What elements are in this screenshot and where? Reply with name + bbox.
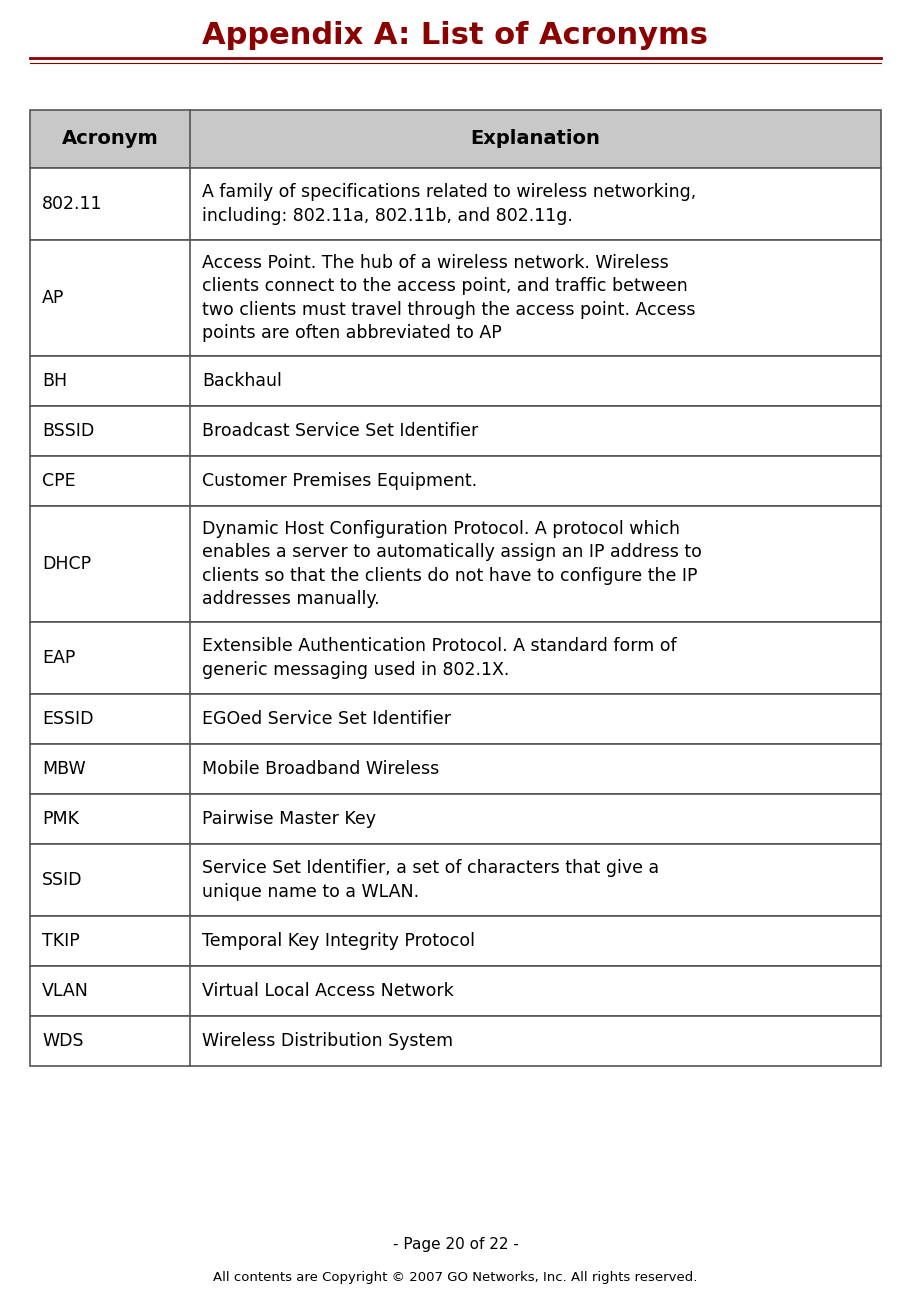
Text: AP: AP xyxy=(42,289,65,308)
Text: ESSID: ESSID xyxy=(42,709,94,728)
Text: Wireless Distribution System: Wireless Distribution System xyxy=(202,1031,453,1050)
Bar xyxy=(30,844,881,916)
Text: BSSID: BSSID xyxy=(42,421,94,440)
Bar xyxy=(30,1016,881,1066)
Bar xyxy=(30,622,881,694)
Text: Pairwise Master Key: Pairwise Master Key xyxy=(202,810,376,829)
Bar xyxy=(30,694,881,744)
Bar xyxy=(30,507,881,622)
Text: MBW: MBW xyxy=(42,761,86,778)
Text: SSID: SSID xyxy=(42,870,83,889)
Text: DHCP: DHCP xyxy=(42,555,91,573)
Bar xyxy=(30,356,881,406)
Text: EGOed Service Set Identifier: EGOed Service Set Identifier xyxy=(202,709,451,728)
Bar xyxy=(30,966,881,1016)
Text: VLAN: VLAN xyxy=(42,982,89,1000)
Text: 802.11: 802.11 xyxy=(42,195,103,213)
Text: Temporal Key Integrity Protocol: Temporal Key Integrity Protocol xyxy=(202,932,475,950)
Text: Appendix A: List of Acronyms: Appendix A: List of Acronyms xyxy=(202,21,709,51)
Text: WDS: WDS xyxy=(42,1031,84,1050)
Text: Access Point. The hub of a wireless network. Wireless
clients connect to the acc: Access Point. The hub of a wireless netw… xyxy=(202,254,695,342)
Text: Service Set Identifier, a set of characters that give a
unique name to a WLAN.: Service Set Identifier, a set of charact… xyxy=(202,859,660,901)
Text: Virtual Local Access Network: Virtual Local Access Network xyxy=(202,982,454,1000)
Text: Acronym: Acronym xyxy=(62,130,159,148)
Text: A family of specifications related to wireless networking,
including: 802.11a, 8: A family of specifications related to wi… xyxy=(202,183,696,225)
Text: Dynamic Host Configuration Protocol. A protocol which
enables a server to automa: Dynamic Host Configuration Protocol. A p… xyxy=(202,520,701,607)
Bar xyxy=(30,240,881,356)
Text: TKIP: TKIP xyxy=(42,932,80,950)
Text: Broadcast Service Set Identifier: Broadcast Service Set Identifier xyxy=(202,421,478,440)
Text: - Page 20 of 22 -: - Page 20 of 22 - xyxy=(393,1237,518,1253)
Bar xyxy=(30,744,881,795)
Text: CPE: CPE xyxy=(42,473,76,490)
Bar xyxy=(30,795,881,844)
Bar xyxy=(30,456,881,507)
Bar xyxy=(30,406,881,456)
Bar xyxy=(30,168,881,240)
Text: Extensible Authentication Protocol. A standard form of
generic messaging used in: Extensible Authentication Protocol. A st… xyxy=(202,637,677,678)
Text: EAP: EAP xyxy=(42,649,76,668)
Text: Mobile Broadband Wireless: Mobile Broadband Wireless xyxy=(202,761,439,778)
Text: All contents are Copyright © 2007 GO Networks, Inc. All rights reserved.: All contents are Copyright © 2007 GO Net… xyxy=(213,1271,698,1284)
Bar xyxy=(30,916,881,966)
Text: Explanation: Explanation xyxy=(471,130,600,148)
Text: Customer Premises Equipment.: Customer Premises Equipment. xyxy=(202,473,477,490)
Text: PMK: PMK xyxy=(42,810,79,829)
Text: BH: BH xyxy=(42,372,67,390)
Bar xyxy=(30,110,881,168)
Text: Backhaul: Backhaul xyxy=(202,372,281,390)
